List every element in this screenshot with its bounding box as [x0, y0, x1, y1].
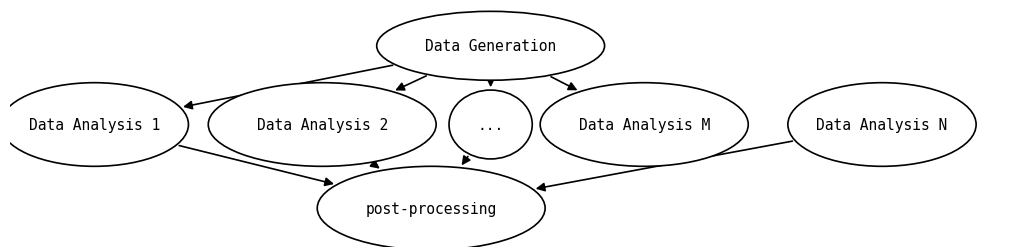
Text: ...: ... [477, 118, 503, 132]
Ellipse shape [377, 12, 605, 81]
Text: Data Analysis 2: Data Analysis 2 [257, 118, 388, 132]
Ellipse shape [317, 167, 545, 250]
Ellipse shape [0, 83, 188, 167]
Ellipse shape [788, 83, 976, 167]
Text: Data Generation: Data Generation [425, 39, 556, 54]
Text: Data Analysis 1: Data Analysis 1 [28, 118, 160, 132]
Text: post-processing: post-processing [366, 201, 496, 216]
Ellipse shape [449, 91, 532, 159]
Text: Data Analysis M: Data Analysis M [578, 118, 710, 132]
Ellipse shape [540, 83, 748, 167]
Text: Data Analysis N: Data Analysis N [816, 118, 947, 132]
Ellipse shape [208, 83, 436, 167]
